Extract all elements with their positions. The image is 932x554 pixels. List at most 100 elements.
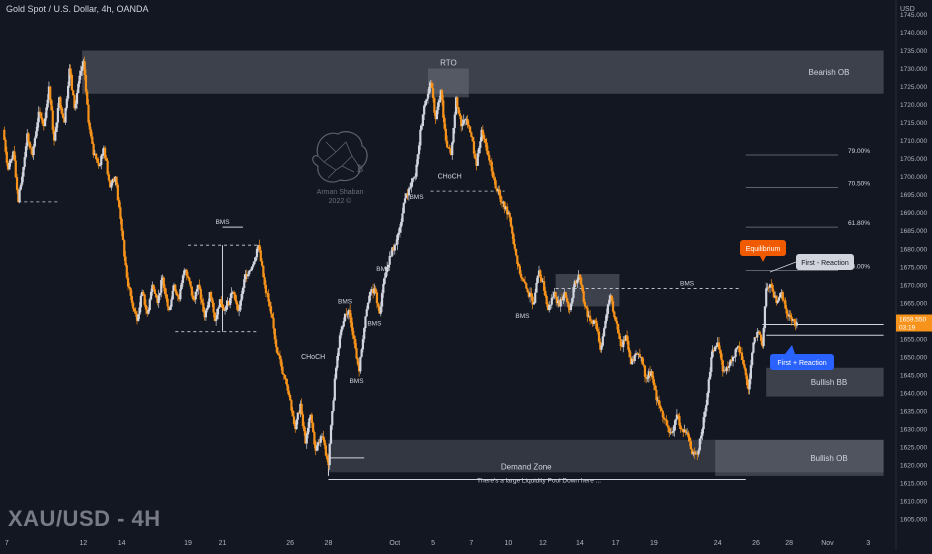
- candle-body: [176, 295, 179, 297]
- candle-body: [498, 189, 501, 196]
- candle-body: [33, 138, 37, 147]
- time-tick-label: Oct: [389, 540, 400, 547]
- candle-body: [685, 432, 689, 434]
- candle-body: [392, 247, 395, 251]
- candle-body: [346, 313, 349, 315]
- candle-body: [280, 359, 283, 367]
- symbol-watermark: XAU/USD - 4H: [8, 506, 161, 531]
- candle-body: [310, 414, 313, 424]
- candle-body: [435, 110, 439, 119]
- candle-body: [706, 392, 709, 405]
- candle-body: [417, 145, 421, 155]
- candle-body: [605, 313, 608, 321]
- candle-body: [341, 326, 344, 330]
- candle-body: [460, 116, 463, 127]
- candle-body: [328, 443, 331, 466]
- candle-body: [491, 171, 495, 178]
- candle-body: [22, 167, 25, 177]
- candle-body: [768, 284, 772, 288]
- candle-body: [791, 319, 795, 321]
- price-tick-label: 1745.000: [900, 12, 927, 19]
- first-reaction-pos-label: First + Reaction: [777, 360, 826, 367]
- candle-body: [790, 316, 793, 321]
- time-tick-label: 14: [118, 540, 126, 547]
- candle-body: [738, 346, 741, 353]
- candle-body: [333, 378, 336, 401]
- candle-body: [52, 129, 56, 141]
- candle-body: [160, 280, 163, 293]
- candle-body: [786, 313, 789, 317]
- zone-label-bullish-bb: Bullish BB: [811, 378, 847, 387]
- candle-body: [754, 337, 758, 338]
- candle-body: [303, 426, 306, 432]
- candle-body: [429, 82, 432, 87]
- candle-body: [183, 270, 186, 276]
- candle-body: [788, 314, 791, 317]
- candle-body: [197, 284, 200, 289]
- candle-body: [444, 128, 447, 141]
- candle-body: [734, 349, 737, 357]
- candle-body: [678, 415, 681, 426]
- time-tick-label: 14: [576, 540, 584, 547]
- price-axis[interactable]: USD 1605.000 1610.000 1615.000 1620.000 1625.…: [895, 0, 932, 550]
- candle-body: [479, 141, 482, 148]
- price-tick-label: 1735.000: [900, 48, 927, 55]
- candle-body: [669, 432, 672, 433]
- candle-body: [537, 270, 541, 276]
- rto-label: RTO: [440, 59, 457, 68]
- candle-body: [749, 365, 752, 379]
- candle-body: [372, 289, 375, 294]
- candle-body: [172, 284, 176, 291]
- candle-body: [389, 255, 393, 257]
- candle-body: [188, 277, 191, 282]
- candle-body: [466, 118, 469, 125]
- candle-body: [416, 154, 419, 165]
- candle-body: [391, 247, 394, 256]
- candle-body: [77, 83, 80, 93]
- candle-body: [92, 143, 95, 156]
- candle-body: [543, 281, 546, 291]
- candle-body: [433, 98, 436, 113]
- candle-body: [740, 352, 744, 360]
- last-price-value: 1659.550: [899, 317, 926, 324]
- candle-body: [481, 129, 484, 136]
- price-tick-label: 1710.000: [900, 138, 927, 145]
- candle-body: [351, 327, 354, 336]
- candle-body: [729, 359, 732, 366]
- candle-body: [770, 284, 773, 285]
- candle-body: [744, 368, 747, 376]
- candle-body: [260, 261, 264, 266]
- bms-label: BMS: [515, 313, 530, 320]
- candle-body: [354, 338, 357, 349]
- candle-body: [138, 307, 141, 315]
- candle-body: [143, 294, 146, 305]
- candle-body: [645, 376, 648, 379]
- candle-body: [355, 348, 358, 359]
- candle-body: [714, 346, 717, 352]
- zone-bullish-bb: [766, 367, 884, 397]
- candle-body: [485, 142, 488, 151]
- candle-body: [248, 270, 251, 275]
- candle-body: [79, 70, 82, 76]
- candle-body: [782, 300, 786, 301]
- candle-body: [553, 292, 556, 297]
- candle-body: [577, 274, 580, 280]
- candle-body: [502, 201, 505, 204]
- candle-body: [508, 212, 511, 218]
- candle-body: [793, 319, 796, 322]
- candle-body: [568, 307, 571, 311]
- candle-body: [366, 302, 370, 310]
- candle-body: [643, 365, 647, 377]
- demand-zone-label: Demand Zone: [501, 462, 552, 471]
- candle-body: [203, 311, 206, 318]
- choch-label: CHoCH: [438, 174, 462, 181]
- candle-body: [407, 188, 410, 196]
- time-axis[interactable]: 7 12 14 19 21 26 28 Oct 5 7 10 12 14 17 19 24 26 28 Nov 3: [5, 540, 870, 547]
- first-reaction-neg-label: First - Reaction: [801, 260, 849, 267]
- candle-body: [383, 277, 386, 284]
- candle-body: [120, 218, 123, 231]
- candle-body: [61, 113, 65, 118]
- candle-body: [756, 331, 759, 338]
- candle-body: [509, 217, 513, 227]
